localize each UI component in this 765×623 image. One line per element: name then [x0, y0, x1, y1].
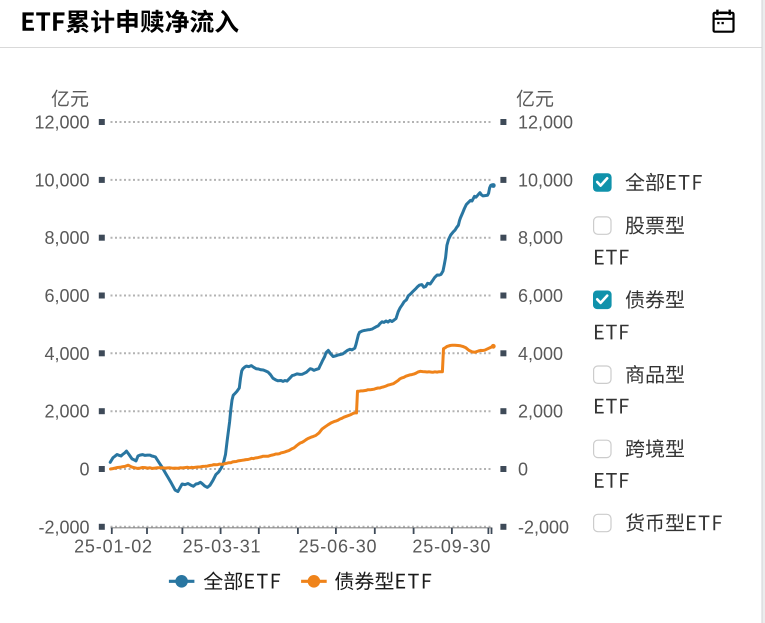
svg-text:25-01-02: 25-01-02 — [74, 537, 153, 557]
svg-text:10,000: 10,000 — [518, 170, 573, 190]
svg-text:-2,000: -2,000 — [518, 517, 569, 537]
svg-text:10,000: 10,000 — [34, 170, 89, 190]
svg-text:6,000: 6,000 — [44, 286, 89, 306]
svg-text:25-03-31: 25-03-31 — [183, 537, 262, 557]
svg-text:4,000: 4,000 — [44, 344, 89, 364]
svg-text:0: 0 — [79, 460, 89, 480]
svg-text:12,000: 12,000 — [518, 113, 573, 133]
svg-text:2,000: 2,000 — [44, 402, 89, 422]
svg-text:0: 0 — [518, 460, 528, 480]
svg-text:2,000: 2,000 — [518, 402, 563, 422]
svg-text:-2,000: -2,000 — [38, 517, 89, 537]
svg-text:8,000: 8,000 — [518, 228, 563, 248]
svg-text:4,000: 4,000 — [518, 344, 563, 364]
svg-text:8,000: 8,000 — [44, 228, 89, 248]
svg-text:25-06-30: 25-06-30 — [299, 537, 378, 557]
svg-text:6,000: 6,000 — [518, 286, 563, 306]
svg-text:25-09-30: 25-09-30 — [412, 537, 491, 557]
svg-text:12,000: 12,000 — [34, 113, 89, 133]
